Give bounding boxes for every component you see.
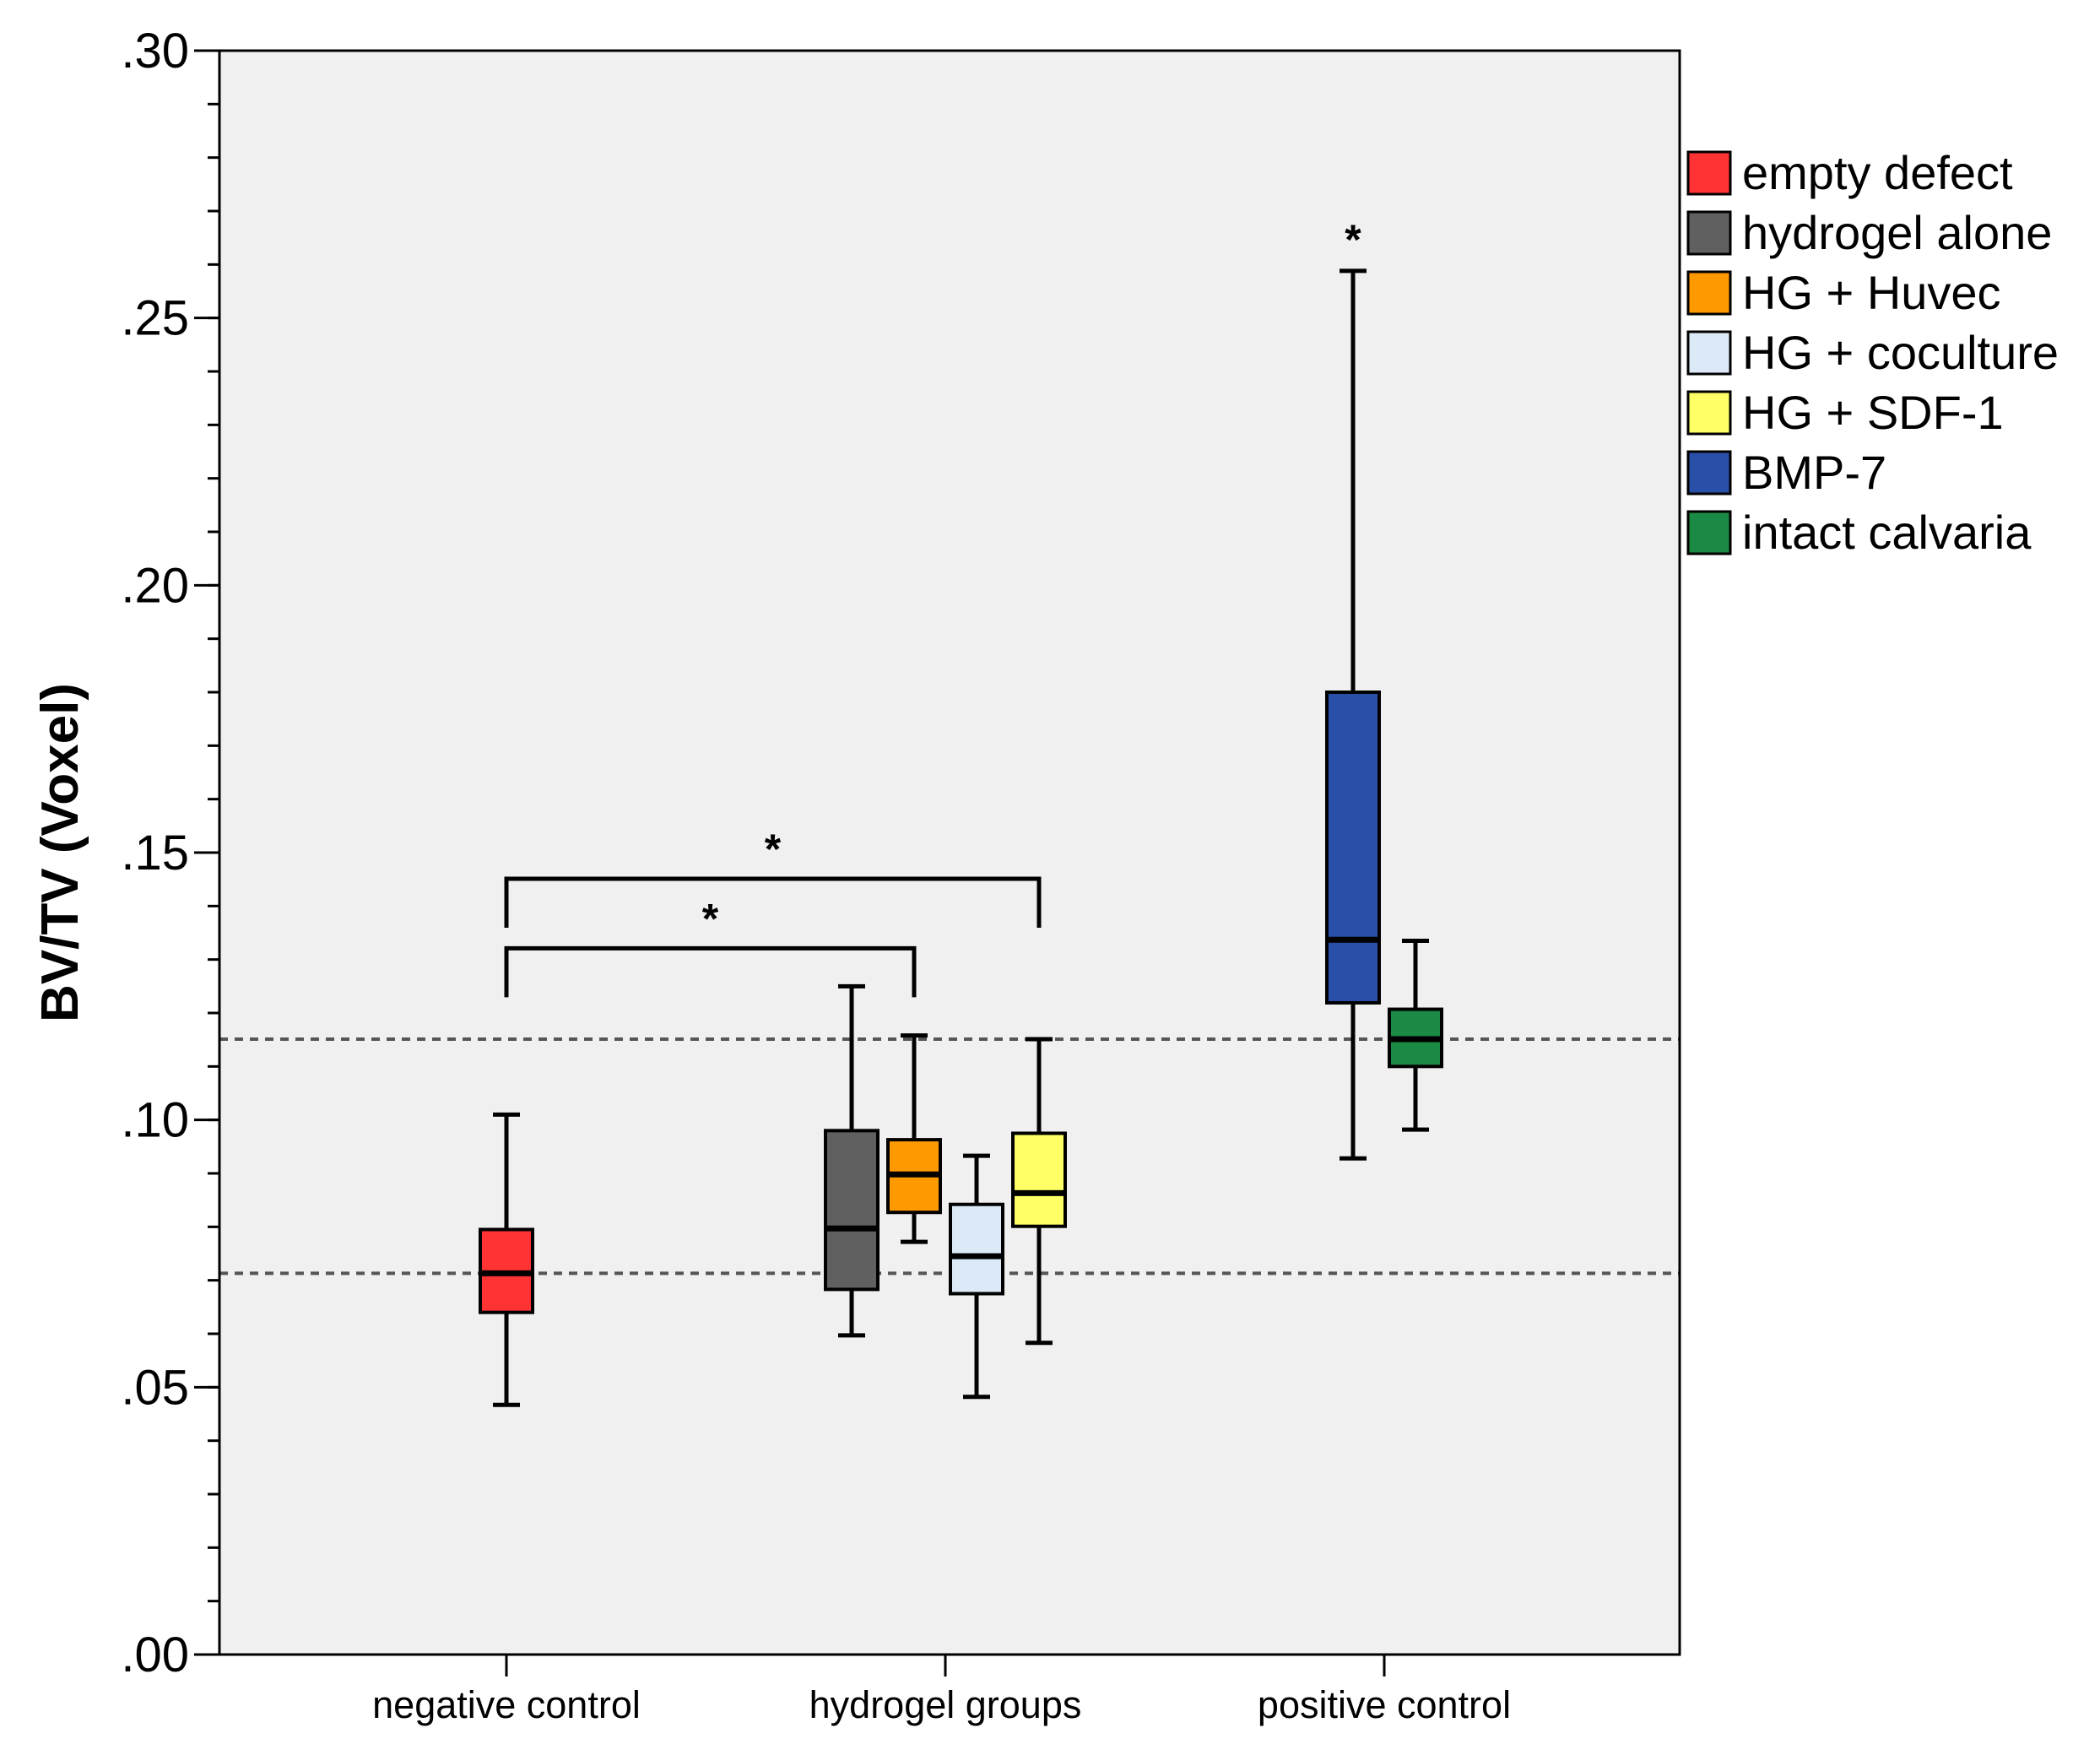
box-hydrogel-alone bbox=[824, 983, 880, 1338]
plot-background bbox=[219, 51, 1680, 1655]
significance-bracket bbox=[504, 876, 1042, 929]
outlier-star: * bbox=[1345, 216, 1361, 263]
legend: empty defect hydrogel alone HG + Huvec HG +… bbox=[1686, 146, 2059, 559]
legend-label: empty defect bbox=[1742, 146, 2013, 199]
legend-label: hydrogel alone bbox=[1742, 206, 2052, 259]
legend-swatch bbox=[1686, 510, 1732, 555]
x-category-label: negative control bbox=[372, 1683, 641, 1726]
significance-star: * bbox=[765, 826, 782, 873]
y-tick-label: .00 bbox=[121, 1628, 189, 1682]
y-tick-label: .20 bbox=[121, 558, 189, 613]
legend-swatch bbox=[1686, 270, 1732, 316]
box-empty-defect bbox=[479, 1112, 534, 1407]
box-bmp-7 bbox=[1325, 268, 1381, 1161]
box-hg-coculture bbox=[949, 1153, 1004, 1400]
x-category-label: positive control bbox=[1258, 1683, 1511, 1726]
box-hg-huvec bbox=[886, 1033, 942, 1244]
y-tick-label: .15 bbox=[121, 826, 189, 880]
legend-label: HG + SDF-1 bbox=[1742, 386, 2004, 439]
significance-bracket bbox=[504, 945, 917, 998]
legend-swatch bbox=[1686, 450, 1732, 496]
legend-label: BMP-7 bbox=[1742, 446, 1886, 499]
box-intact-calvaria bbox=[1388, 939, 1443, 1132]
y-tick-label: .05 bbox=[121, 1360, 189, 1415]
legend-swatch bbox=[1686, 210, 1732, 256]
legend-swatch bbox=[1686, 390, 1732, 436]
boxes-group bbox=[479, 268, 1443, 1407]
iqr-box bbox=[949, 1202, 1004, 1296]
iqr-box bbox=[824, 1129, 880, 1292]
x-axis: negative control hydrogel groups positive … bbox=[372, 1655, 1511, 1726]
iqr-box bbox=[1325, 691, 1381, 1005]
y-axis-label: BV/TV (Voxel) bbox=[31, 683, 89, 1022]
y-axis: .00 .05 .10 .15 .20 .25 .30 bbox=[121, 24, 219, 1682]
legend-label: HG + Huvec bbox=[1742, 266, 2001, 319]
y-tick-label: .10 bbox=[121, 1093, 189, 1148]
x-category-label: hydrogel groups bbox=[809, 1683, 1082, 1726]
legend-label: intact calvaria bbox=[1742, 506, 2032, 559]
legend-swatch bbox=[1686, 150, 1732, 196]
y-tick-label: .25 bbox=[121, 291, 189, 346]
significance-star: * bbox=[702, 895, 719, 942]
box-hg-sdf-1 bbox=[1011, 1037, 1067, 1346]
legend-label: HG + coculture bbox=[1742, 326, 2059, 379]
y-tick-label: .30 bbox=[121, 24, 189, 79]
significance-brackets: * * * bbox=[504, 216, 1361, 998]
iqr-box bbox=[1011, 1131, 1067, 1228]
legend-swatch bbox=[1686, 330, 1732, 376]
